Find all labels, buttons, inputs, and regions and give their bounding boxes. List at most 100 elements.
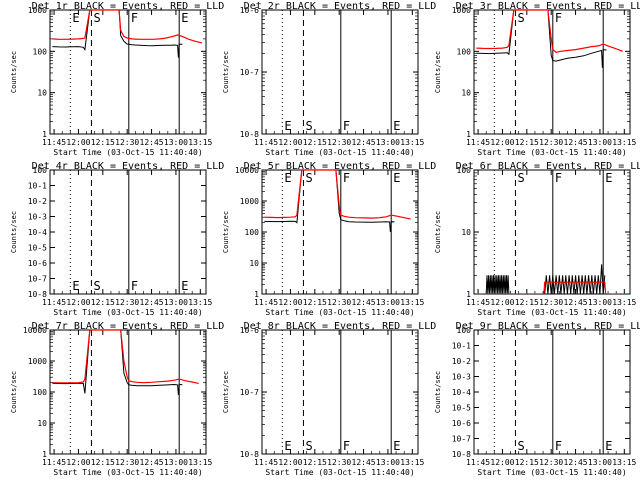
series-lld-line bbox=[476, 10, 623, 53]
x-axis-label: Start Time (03-Oct-15 11:40:40) bbox=[53, 468, 202, 477]
x-tick-label: 13:00 bbox=[164, 298, 188, 307]
x-tick-label: 13:15 bbox=[188, 138, 212, 147]
marker-label: F bbox=[131, 279, 138, 293]
x-tick-label: 12:00 bbox=[278, 458, 302, 467]
y-tick-label: 10 bbox=[461, 228, 471, 237]
y-tick-label: 1 bbox=[466, 290, 471, 299]
panel-title: Det 5r BLACK = Events, RED = LLD bbox=[244, 161, 437, 172]
x-tick-label: 12:00 bbox=[490, 298, 514, 307]
y-tick-label: 10-6 bbox=[452, 419, 471, 428]
marker-label: E bbox=[393, 439, 400, 453]
y-axis-label: Counts/sec bbox=[10, 211, 18, 253]
y-axis-label: Counts/sec bbox=[222, 51, 230, 93]
x-tick-label: 13:00 bbox=[164, 138, 188, 147]
plot-frame bbox=[261, 9, 419, 135]
y-tick-label: 100 bbox=[457, 47, 472, 56]
x-tick-label: 12:45 bbox=[352, 298, 376, 307]
y-tick-label: 1 bbox=[466, 130, 471, 139]
x-tick-label: 12:15 bbox=[515, 458, 539, 467]
x-tick-label: 12:15 bbox=[91, 138, 115, 147]
x-tick-label: 12:15 bbox=[515, 298, 539, 307]
panel-title: Det 6r BLACK = Events, RED = LLD bbox=[456, 161, 640, 172]
series-lld-line bbox=[476, 281, 626, 294]
x-tick-label: 11:45 bbox=[466, 458, 490, 467]
y-tick-label: 100 bbox=[457, 166, 472, 175]
x-tick-label: 13:15 bbox=[612, 298, 636, 307]
y-tick-label: 1000 bbox=[240, 197, 259, 206]
x-tick-label: 12:00 bbox=[278, 298, 302, 307]
y-axis-label: Counts/sec bbox=[10, 371, 18, 413]
x-tick-label: 12:30 bbox=[115, 138, 139, 147]
y-tick-label: 1 bbox=[254, 290, 259, 299]
x-tick-label: 11:45 bbox=[42, 138, 66, 147]
x-tick-label: 11:45 bbox=[254, 298, 278, 307]
plot-frame bbox=[473, 169, 631, 295]
marker-label: F bbox=[555, 171, 562, 185]
marker-label: F bbox=[555, 11, 562, 25]
series-events-line bbox=[485, 275, 510, 294]
y-tick-label: 10 bbox=[37, 89, 47, 98]
x-tick-label: 13:15 bbox=[612, 138, 636, 147]
panel-7: Det 7r BLACK = Events, RED = LLD Counts/s… bbox=[10, 321, 224, 477]
x-tick-label: 13:15 bbox=[612, 458, 636, 467]
y-tick-label: 100 bbox=[457, 326, 472, 335]
marker-label: E bbox=[284, 439, 291, 453]
plot-frame bbox=[49, 169, 207, 295]
x-tick-label: 12:00 bbox=[66, 298, 90, 307]
plot-frame bbox=[261, 169, 419, 295]
panel-8: Det 8r BLACK = Events, RED = LLD Counts/s… bbox=[222, 321, 436, 477]
x-tick-label: 12:45 bbox=[564, 298, 588, 307]
y-tick-label: 10-5 bbox=[28, 244, 47, 253]
x-tick-label: 12:30 bbox=[539, 298, 563, 307]
marker-label: S bbox=[517, 171, 524, 185]
x-tick-label: 13:15 bbox=[400, 138, 424, 147]
x-tick-label: 12:45 bbox=[564, 458, 588, 467]
x-tick-label: 12:45 bbox=[352, 458, 376, 467]
x-tick-label: 12:30 bbox=[327, 458, 351, 467]
plot-frame bbox=[49, 329, 207, 455]
panel-title: Det 4r BLACK = Events, RED = LLD bbox=[32, 161, 225, 172]
y-tick-label: 10-6 bbox=[240, 326, 259, 335]
y-tick-label: 10-6 bbox=[240, 6, 259, 15]
x-axis-label: Start Time (03-Oct-15 11:40:40) bbox=[477, 148, 626, 157]
y-tick-label: 100 bbox=[33, 166, 48, 175]
y-axis-label: Counts/sec bbox=[434, 51, 442, 93]
x-axis-label: Start Time (03-Oct-15 11:40:40) bbox=[477, 308, 626, 317]
panel-title: Det 1r BLACK = Events, RED = LLD bbox=[32, 1, 225, 12]
panel-title: Det 3r BLACK = Events, RED = LLD bbox=[456, 1, 640, 12]
marker-label: E bbox=[181, 11, 188, 25]
x-tick-label: 11:45 bbox=[42, 298, 66, 307]
y-tick-label: 10-5 bbox=[452, 404, 471, 413]
series-lld-line bbox=[264, 170, 411, 220]
series-events-line bbox=[264, 170, 395, 233]
x-tick-label: 11:45 bbox=[254, 138, 278, 147]
panel-9: Det 9r BLACK = Events, RED = LLD Counts/s… bbox=[434, 321, 640, 477]
x-tick-label: 11:45 bbox=[42, 458, 66, 467]
x-axis-label: Start Time (03-Oct-15 11:40:40) bbox=[265, 468, 414, 477]
series-lld-line bbox=[52, 330, 199, 384]
y-axis-label: Counts/sec bbox=[222, 371, 230, 413]
x-tick-label: 13:15 bbox=[188, 298, 212, 307]
panel-title: Det 2r BLACK = Events, RED = LLD bbox=[244, 1, 437, 12]
x-tick-label: 12:00 bbox=[490, 458, 514, 467]
x-tick-label: 12:00 bbox=[66, 138, 90, 147]
x-tick-label: 13:00 bbox=[376, 298, 400, 307]
x-tick-label: 12:15 bbox=[91, 298, 115, 307]
marker-label: F bbox=[131, 11, 138, 25]
y-tick-label: 10-3 bbox=[452, 373, 471, 382]
panel-title: Det 9r BLACK = Events, RED = LLD bbox=[456, 321, 640, 332]
x-tick-label: 12:15 bbox=[91, 458, 115, 467]
series-events-line bbox=[52, 330, 183, 396]
y-tick-label: 10-1 bbox=[28, 182, 47, 191]
y-tick-label: 10-2 bbox=[28, 197, 47, 206]
y-tick-label: 1000 bbox=[28, 6, 47, 15]
y-axis-label: Counts/sec bbox=[434, 371, 442, 413]
x-tick-label: 12:15 bbox=[303, 458, 327, 467]
panel-2: Det 2r BLACK = Events, RED = LLD Counts/s… bbox=[222, 1, 436, 157]
y-tick-label: 10-8 bbox=[452, 450, 471, 459]
y-tick-label: 10-8 bbox=[240, 450, 259, 459]
y-tick-label: 1 bbox=[42, 130, 47, 139]
marker-label: F bbox=[343, 119, 350, 133]
x-axis-label: Start Time (03-Oct-15 11:40:40) bbox=[477, 468, 626, 477]
x-tick-label: 12:30 bbox=[327, 298, 351, 307]
